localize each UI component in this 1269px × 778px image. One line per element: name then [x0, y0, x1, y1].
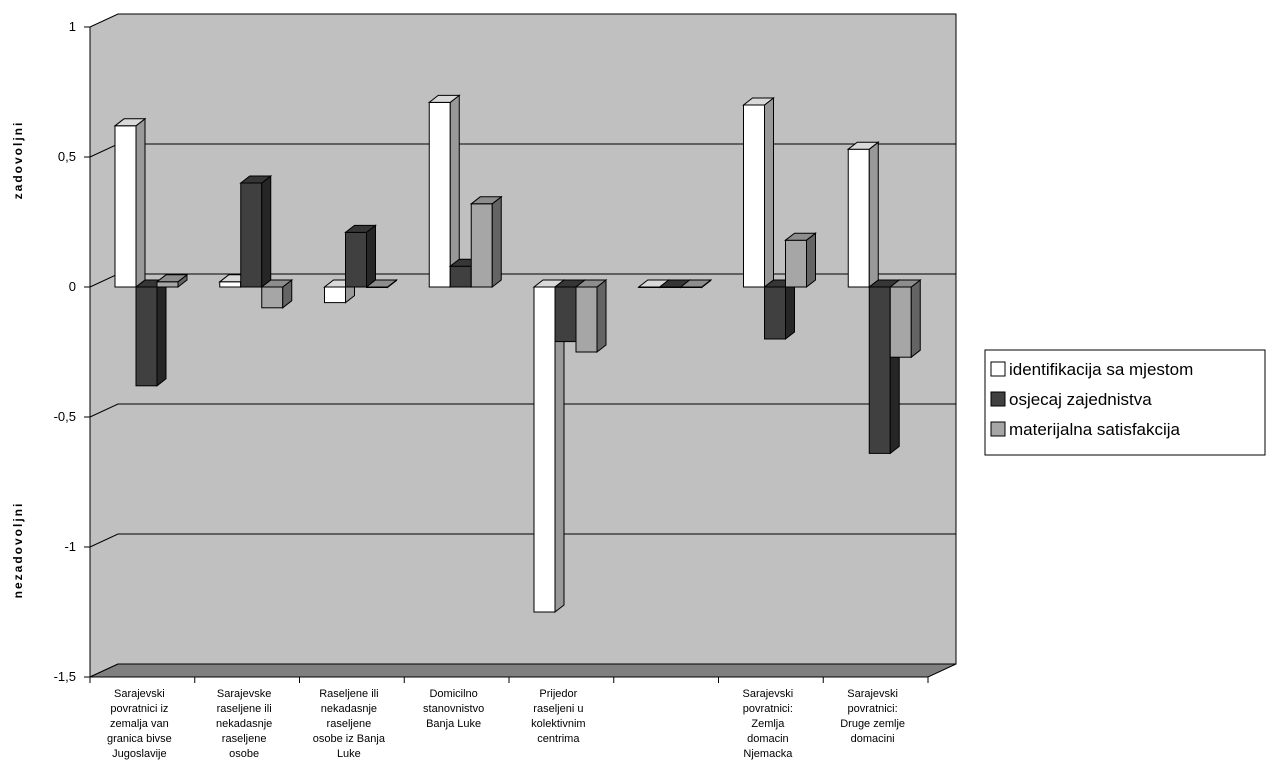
bar	[427, 94, 461, 289]
bar	[532, 278, 566, 614]
x-category-label: Sarajevski	[847, 688, 898, 700]
x-category-label: raseljeni u	[533, 703, 583, 715]
legend-swatch	[990, 361, 1006, 377]
x-category-label: zemalja van	[110, 718, 169, 730]
legend-entry: materijalna satisfakcija	[1009, 420, 1181, 439]
bar	[784, 232, 817, 289]
bar	[260, 278, 294, 309]
bar	[365, 278, 398, 289]
x-category-label: Sarajevski	[743, 688, 794, 700]
bar	[469, 195, 503, 289]
x-category-label: Jugoslavije	[112, 748, 166, 760]
bar	[155, 273, 189, 289]
y-tick-label: 1	[69, 19, 76, 34]
gridline	[89, 403, 956, 418]
chart-floor	[89, 663, 957, 678]
y-tick-label: -1	[64, 539, 76, 554]
bar	[344, 224, 377, 289]
x-category-label: kolektivnim	[531, 718, 585, 730]
bar	[742, 96, 775, 289]
y-tick-label: 0,5	[58, 149, 76, 164]
bar	[888, 278, 922, 359]
bar	[846, 141, 880, 289]
y-axis-label-bottom: nezadovoljni	[11, 502, 25, 599]
x-category-label: Sarajevske	[217, 688, 271, 700]
x-category-label: raseljene	[327, 718, 372, 730]
gridline	[89, 533, 956, 548]
x-category-label: Domicilno	[429, 688, 477, 700]
x-category-label: osobe iz Banja	[313, 733, 386, 745]
legend-entry: osjecaj zajednistva	[1009, 390, 1152, 409]
bar	[763, 278, 796, 341]
x-category-label: osobe	[229, 748, 259, 760]
x-category-label: Prijedor	[539, 688, 577, 700]
x-category-label: povratnici iz	[110, 703, 168, 715]
bar	[113, 117, 147, 289]
x-category-label: nekadasnje	[321, 703, 377, 715]
x-category-label: Njemacka	[743, 748, 793, 760]
x-category-label: nekadasnje	[216, 718, 272, 730]
legend-swatch	[990, 421, 1006, 437]
y-tick-label: -0,5	[54, 409, 76, 424]
y-tick-label: 0	[69, 279, 76, 294]
x-category-label: stanovnistvo	[423, 703, 484, 715]
x-category-label: povratnici:	[848, 703, 898, 715]
x-category-label: Druge zemlje	[840, 718, 905, 730]
x-category-label: domacini	[851, 733, 895, 745]
bar	[679, 278, 713, 289]
bar	[134, 278, 168, 387]
x-category-label: granica bivse	[107, 733, 172, 745]
bar	[574, 278, 608, 354]
y-tick-label: -1,5	[54, 669, 76, 684]
x-category-label: povratnici:	[743, 703, 793, 715]
x-category-label: raseljene	[222, 733, 267, 745]
x-category-label: Banja Luke	[426, 718, 481, 730]
legend-swatch	[990, 391, 1006, 407]
plot-area	[89, 13, 957, 678]
y-axis-label-top: zadovoljni	[11, 121, 25, 200]
x-category-label: centrima	[537, 733, 580, 745]
x-category-label: raseljene ili	[217, 703, 272, 715]
x-category-label: Zemlja	[751, 718, 785, 730]
x-category-label: Luke	[337, 748, 361, 760]
x-category-label: Raseljene ili	[319, 688, 378, 700]
bar	[239, 174, 273, 289]
x-category-label: domacin	[747, 733, 789, 745]
x-category-label: Sarajevski	[114, 688, 165, 700]
legend	[984, 349, 1266, 456]
legend-entry: identifikacija sa mjestom	[1009, 360, 1193, 379]
